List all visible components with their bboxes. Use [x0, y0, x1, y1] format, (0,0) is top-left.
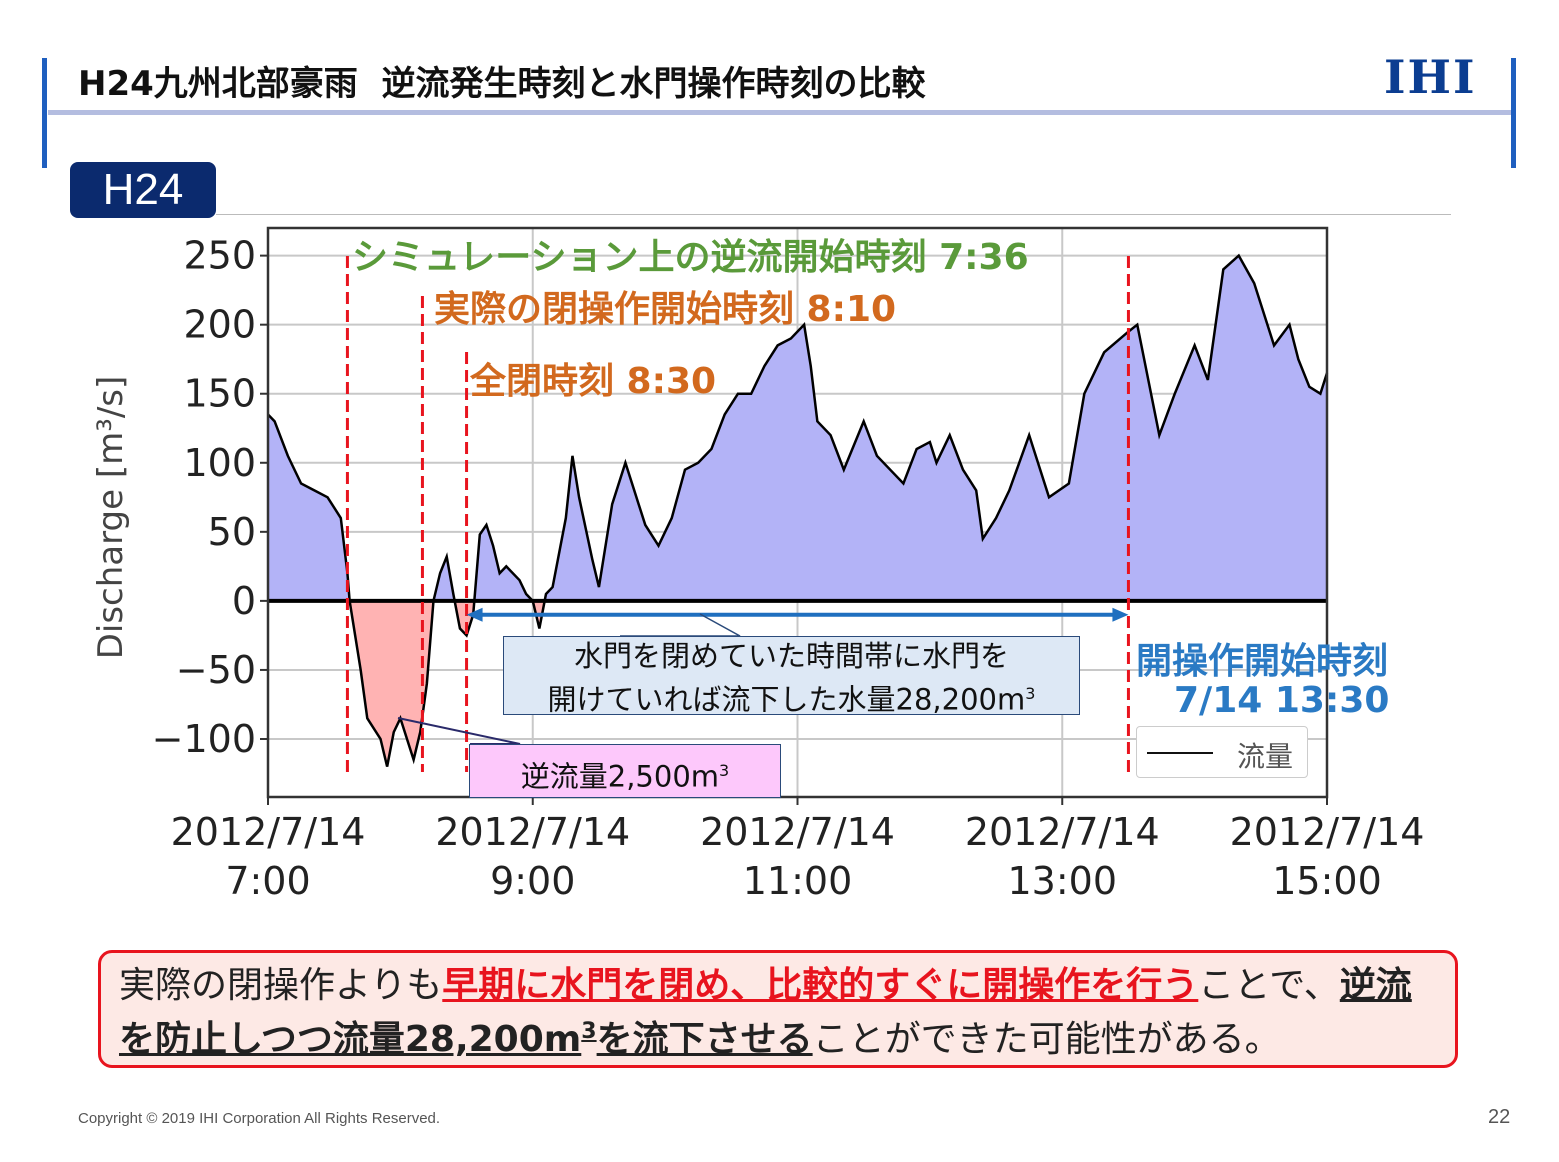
x-tick-label: 7:00: [225, 859, 310, 903]
x-tick-label: 15:00: [1272, 859, 1382, 903]
x-tick-label: 2012/7/14: [700, 810, 895, 854]
conclusion-text: ことができた可能性がある。: [812, 1019, 1281, 1060]
volume-callout: 水門を閉めていた時間帯に水門を 開けていれば流下した水量28,200m3: [503, 636, 1080, 717]
x-tick-label: 2012/7/14: [1230, 810, 1425, 854]
page-number: 22: [1488, 1106, 1511, 1128]
plot-frame: [266, 226, 1329, 799]
y-tick-label: −100: [152, 717, 256, 761]
y-tick-label: 250: [183, 234, 256, 278]
annotation-open-start: 開操作開始時刻: [1136, 641, 1389, 682]
arrow-head-left: [466, 607, 483, 622]
superscript: 3: [1025, 684, 1036, 703]
y-tick-label: 50: [208, 510, 256, 554]
arrow-head-right: [1112, 607, 1129, 622]
right-accent-bar: [1511, 58, 1516, 168]
conclusion-emphasis: を流下させる: [596, 1019, 813, 1060]
conclusion-text: ことで、: [1198, 965, 1340, 1006]
x-tick-label: 2012/7/14: [435, 810, 630, 854]
conclusion-text: 実際の閉操作よりも: [119, 965, 443, 1006]
section-divider: [216, 214, 1451, 215]
positive-flow-area: [268, 255, 1327, 601]
conclusion-box: 実際の閉操作よりも早期に水門を閉め、比較的すぐに開操作を行うことで、逆流 を防止…: [98, 950, 1458, 1068]
x-tick-label: 13:00: [1007, 859, 1117, 903]
y-tick-label: 200: [183, 303, 256, 347]
conclusion-emphasis: を防止しつつ流量28,200m: [119, 1019, 582, 1060]
y-tick-label: 100: [183, 441, 256, 485]
header-divider: [48, 110, 1511, 115]
conclusion-emphasis-red: 早期に水門を閉め、比較的すぐに開操作を行う: [442, 965, 1199, 1006]
discharge-chart: 250 200 150 100 50 0 −50 −100 2012/7/14 7:00 2012/…: [91, 226, 1425, 903]
y-tick-label: 0: [232, 579, 256, 623]
x-tick-label: 11:00: [743, 859, 853, 903]
annotation-full-close: 全閉時刻 8:30: [470, 361, 717, 402]
volume-callout-line2: 開けていれば流下した水量28,200m: [547, 682, 1026, 717]
backflow-area: [349, 600, 545, 767]
backflow-callout-text: 逆流量2,500m: [520, 759, 720, 794]
y-tick-label: −50: [176, 648, 256, 692]
superscript: 3: [719, 761, 730, 780]
legend-label: 流量: [1237, 740, 1294, 773]
conclusion-emphasis: 逆流: [1339, 965, 1412, 1006]
x-tick-label: 9:00: [490, 859, 575, 903]
volume-callout-line1: 水門を閉めていた時間帯に水門を: [573, 639, 1009, 673]
annotation-actual-close: 実際の閉操作開始時刻 8:10: [434, 289, 897, 330]
x-tick-label: 2012/7/14: [171, 810, 366, 854]
slide-title: H24九州北部豪雨 逆流発生時刻と水門操作時刻の比較: [78, 64, 926, 104]
section-badge: H24: [70, 162, 216, 218]
superscript: 3: [581, 1019, 597, 1044]
copyright: Copyright © 2019 IHI Corporation All Rig…: [78, 1110, 441, 1127]
annotation-sim-start: シミュレーション上の逆流開始時刻 7:36: [352, 237, 1029, 278]
backflow-callout: 逆流量2,500m3: [469, 744, 781, 798]
x-tick-label: 2012/7/14: [965, 810, 1160, 854]
y-axis-label: Discharge [m³/s]: [91, 376, 131, 660]
left-accent-bar: [42, 58, 47, 168]
legend-line-swatch: [1147, 752, 1213, 754]
ihi-logo: IHI: [1384, 50, 1477, 104]
annotation-open-time: 7/14 13:30: [1174, 680, 1390, 721]
chart-legend: 流量: [1136, 726, 1308, 778]
y-tick-label: 150: [183, 372, 256, 416]
